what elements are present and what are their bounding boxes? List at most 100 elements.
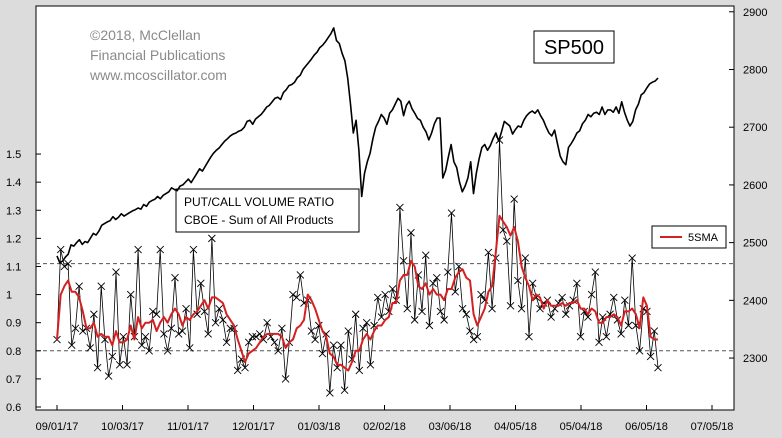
putcall-point — [274, 346, 283, 355]
legend-label: 5SMA — [688, 232, 719, 244]
putcall-point — [517, 304, 526, 313]
putcall-point — [97, 282, 106, 290]
copyright-line-3: www.mcoscillator.com — [89, 67, 227, 83]
putcall-point — [126, 290, 135, 299]
putcall-point — [244, 338, 253, 347]
putcall-point — [252, 332, 260, 341]
putcall-point — [115, 361, 124, 369]
putcall-point — [226, 324, 235, 333]
putcall-point — [628, 254, 637, 262]
putcall-point — [215, 304, 224, 313]
putcall-point — [296, 271, 305, 279]
putcall-point — [241, 363, 249, 372]
putcall-point — [436, 307, 445, 316]
putcall-point — [473, 332, 482, 341]
putcall-point — [624, 321, 633, 330]
putcall-point — [362, 318, 371, 327]
putcall-point — [193, 310, 201, 319]
sp500-line — [56, 27, 659, 264]
putcall-point — [373, 293, 382, 302]
putcall-point — [64, 259, 72, 268]
x-tick-label: 04/05/18 — [494, 421, 537, 433]
putcall-point — [620, 296, 629, 305]
left-tick-label: 0.6 — [6, 402, 21, 414]
putcall-point — [396, 203, 404, 212]
putcall-point — [337, 341, 345, 349]
x-tick-label: 05/04/18 — [560, 421, 603, 433]
x-tick-label: 03/06/18 — [429, 421, 472, 433]
putcall-point — [307, 327, 316, 335]
putcall-point — [510, 195, 519, 203]
putcall-point — [584, 313, 592, 321]
putcall-point — [311, 335, 319, 344]
putcall-point — [558, 293, 566, 302]
putcall-point — [525, 332, 533, 341]
putcall-point — [112, 268, 120, 276]
putcall-point — [403, 304, 412, 313]
putcall-point — [278, 324, 286, 333]
putcall-point — [447, 209, 456, 217]
putcall-point — [432, 273, 441, 282]
putcall-point — [359, 324, 367, 333]
legend: 5SMA — [651, 225, 727, 249]
x-tick-label: 10/03/17 — [101, 421, 144, 433]
putcall-point — [134, 245, 142, 254]
right-tick-label: 2500 — [743, 238, 767, 250]
putcall-point — [104, 372, 113, 380]
putcall-point — [488, 304, 496, 313]
putcall-point — [329, 341, 338, 349]
putcall-point — [340, 386, 349, 394]
putcall-point — [484, 248, 493, 257]
putcall-point — [182, 304, 190, 313]
putcall-point — [167, 324, 176, 333]
putcall-point — [171, 273, 179, 282]
putcall-point — [141, 332, 150, 341]
putcall-point — [270, 338, 279, 347]
putcall-point — [547, 313, 555, 321]
right-axis: 2300 2400 2500 2600 2700 2800 2900 — [729, 7, 767, 365]
putcall-point — [602, 332, 611, 341]
putcall-point — [281, 375, 290, 383]
left-tick-label: 1.5 — [6, 149, 21, 161]
putcall-point — [451, 287, 460, 296]
left-tick-label: 1 — [6, 290, 12, 302]
putcall-point — [388, 285, 397, 293]
x-tick-label: 06/05/18 — [625, 421, 668, 433]
putcall-point — [654, 363, 662, 372]
putcall-point — [587, 290, 596, 299]
putcall-point — [200, 307, 209, 316]
putcall-point — [56, 245, 65, 254]
putcall-point — [366, 361, 375, 369]
putcall-point — [355, 366, 364, 375]
putcall-point — [156, 245, 165, 254]
putcall-point — [521, 254, 530, 262]
putcall-point — [514, 276, 522, 285]
x-tick-label: 11/01/17 — [167, 421, 209, 433]
putcall-point — [503, 237, 511, 245]
putcall-point — [477, 290, 485, 299]
putcall-point — [469, 335, 478, 344]
right-tick-label: 2800 — [743, 64, 767, 76]
putcall-point — [78, 327, 87, 335]
putcall-point — [71, 324, 80, 333]
putcall-point — [399, 257, 408, 265]
putcall-point — [407, 228, 415, 237]
putcall-point — [635, 346, 644, 355]
x-tick-label: 07/05/18 — [691, 421, 734, 433]
right-tick-label: 2700 — [743, 122, 767, 134]
putcall-point — [160, 330, 168, 338]
right-tick-label: 2900 — [743, 7, 767, 19]
putcall-point — [75, 282, 83, 290]
sp500-series — [56, 27, 659, 264]
putcall-point — [418, 307, 426, 316]
left-tick-label: 0.9 — [6, 318, 21, 330]
right-tick-label: 2600 — [743, 180, 767, 192]
putcall-point — [211, 318, 220, 327]
sma-line — [56, 214, 658, 372]
putcall-point — [119, 332, 128, 341]
putcall-point — [326, 389, 334, 397]
putcall-point — [466, 327, 474, 335]
putcall-point — [429, 279, 437, 288]
putcall-point — [595, 338, 603, 347]
